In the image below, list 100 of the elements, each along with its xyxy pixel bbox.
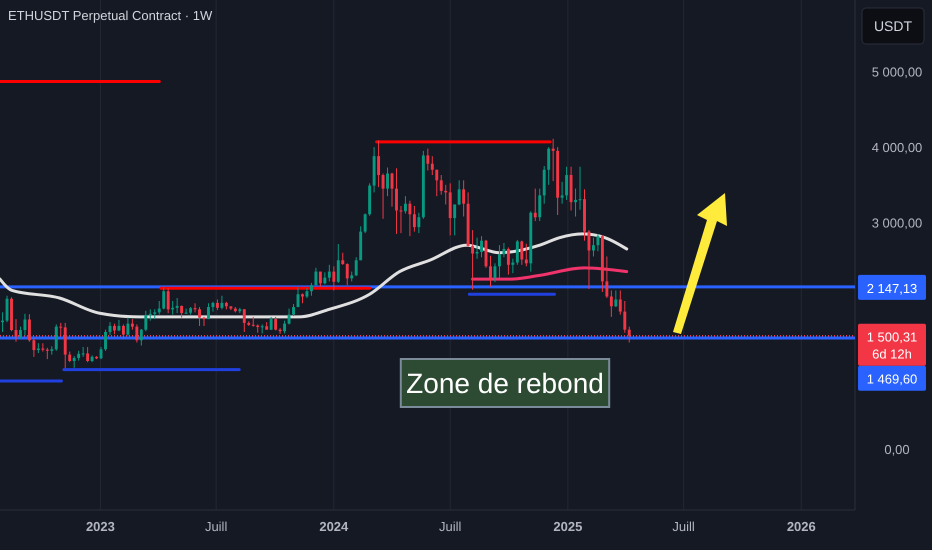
candlestick xyxy=(596,233,600,252)
candlestick xyxy=(166,288,170,314)
candlestick xyxy=(610,290,613,318)
candlestick xyxy=(306,288,308,299)
candlestick xyxy=(108,322,112,336)
ref-line-label: 2 147,13 xyxy=(866,280,918,296)
candlestick xyxy=(494,262,496,283)
candlestick xyxy=(72,356,76,368)
candlestick xyxy=(458,180,461,206)
line-series xyxy=(471,266,628,281)
candlestick xyxy=(354,256,358,277)
x-tick-label: 2023 xyxy=(86,519,115,534)
candlestick xyxy=(296,286,300,308)
candlestick xyxy=(323,272,326,285)
candlestick xyxy=(117,319,120,332)
y-tick-label: 5 000,00 xyxy=(872,64,922,80)
candlestick xyxy=(400,205,402,234)
candlestick xyxy=(408,200,412,237)
candlestick xyxy=(211,301,214,312)
candlestick xyxy=(614,290,618,308)
candlestick xyxy=(19,326,22,340)
x-tick-label: 2026 xyxy=(786,519,816,534)
ref-line-label: 1 500,31 6d 12h xyxy=(866,330,918,362)
candlestick xyxy=(506,246,510,276)
candlestick xyxy=(46,347,49,360)
candlestick xyxy=(77,350,80,362)
candlestick xyxy=(180,305,184,318)
candlestick xyxy=(104,329,107,352)
candlestick xyxy=(144,310,148,332)
candlestick xyxy=(283,320,286,334)
x-tick-label: Juill xyxy=(439,519,462,534)
candlestick xyxy=(202,316,206,326)
candlestick xyxy=(1,312,4,332)
candlestick xyxy=(130,318,134,330)
candlestick xyxy=(426,148,430,172)
candlestick xyxy=(23,313,26,336)
candlestick xyxy=(565,166,568,200)
candlestick xyxy=(588,230,590,290)
candlestick xyxy=(453,204,456,236)
candlestick xyxy=(292,304,295,317)
candlestick xyxy=(395,168,398,234)
candlestick xyxy=(126,317,130,336)
y-tick-label: 3 000,00 xyxy=(872,216,922,231)
candlestick xyxy=(207,302,210,320)
candlestick xyxy=(386,166,389,197)
candlestick xyxy=(216,299,219,311)
candlestick xyxy=(404,196,407,214)
candlestick xyxy=(471,230,474,290)
candlestick xyxy=(86,346,90,363)
candlestick xyxy=(6,295,8,323)
candlestick xyxy=(511,258,514,274)
candlestick xyxy=(524,243,528,267)
x-tick-label: 2025 xyxy=(553,519,582,534)
candlestick xyxy=(100,346,102,360)
candlestick xyxy=(176,298,179,314)
candlestick xyxy=(390,172,394,208)
candlestick xyxy=(377,140,380,188)
candlestick xyxy=(417,212,420,234)
x-tick-label: 2024 xyxy=(319,519,350,534)
candlestick xyxy=(274,316,278,331)
candlestick xyxy=(605,256,608,299)
candlestick xyxy=(288,308,291,325)
candlestick xyxy=(171,300,174,316)
candlestick xyxy=(498,244,501,279)
candlestick xyxy=(36,342,40,354)
x-tick-label: Juill xyxy=(672,519,695,534)
candlestick xyxy=(574,188,577,218)
candlestick xyxy=(332,266,336,291)
candlestick xyxy=(592,237,595,258)
candlestick xyxy=(480,236,483,258)
candlestick xyxy=(462,180,466,218)
candlestick xyxy=(140,328,143,346)
candlestick xyxy=(476,237,479,260)
candlestick xyxy=(198,306,201,326)
candlestick xyxy=(516,239,519,266)
line-series xyxy=(0,232,628,318)
candlestick xyxy=(547,146,550,186)
candlestick xyxy=(158,300,161,316)
candlestick xyxy=(220,295,224,310)
candlestick xyxy=(122,324,125,340)
text: ETHUSDT Perpetual Contract · 1W xyxy=(8,8,213,23)
candlestick xyxy=(270,316,273,331)
ref-line-label: 1 469,60 xyxy=(866,372,918,387)
candlestick xyxy=(618,290,622,316)
candlestick xyxy=(412,205,416,232)
candlestick xyxy=(68,351,72,363)
candlestick xyxy=(520,240,524,266)
candlestick xyxy=(560,181,564,204)
candlestick xyxy=(314,267,318,286)
candlestick xyxy=(260,324,264,334)
candlestick xyxy=(382,173,385,220)
candlestick xyxy=(328,264,331,282)
candlestick xyxy=(430,156,434,176)
y-tick-label: 0,00 xyxy=(884,442,910,457)
candlestick xyxy=(578,166,582,210)
y-tick-label: 4 000,00 xyxy=(872,140,922,156)
annotation: Zone de rebond xyxy=(406,368,604,399)
y-axis-title: USDT xyxy=(874,18,912,34)
candlestick xyxy=(364,213,367,234)
candlestick xyxy=(552,138,555,182)
